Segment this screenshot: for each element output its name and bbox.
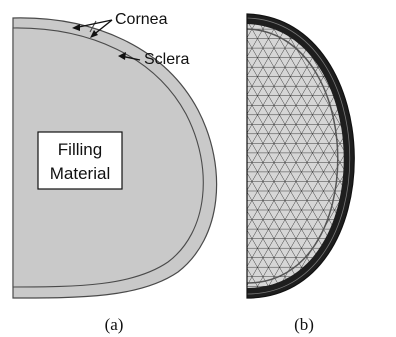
panel-a: Cornea Sclera Filling Material (a) — [12, 11, 218, 334]
sclera-label: Sclera — [144, 51, 189, 68]
sclera-arrowhead — [118, 52, 126, 60]
filling-material-box — [37, 131, 123, 190]
cornea-sclera-junction — [89, 20, 97, 33]
mesh-band-inner-ring — [246, 28, 339, 284]
caption-b: (b) — [294, 315, 314, 334]
mesh-triangle-grid — [247, 14, 355, 298]
filling-label-line1: Filling — [58, 140, 102, 159]
panel-b: (b) — [246, 13, 355, 334]
mesh-outline — [246, 13, 355, 299]
mesh-lines — [247, 14, 355, 298]
cornea-arrowhead-1 — [72, 24, 80, 31]
mesh-domain — [247, 14, 355, 298]
filling-label-line2: Material — [50, 164, 110, 183]
cornea-label: Cornea — [115, 11, 168, 28]
caption-a: (a) — [105, 315, 124, 334]
cornea-arrowhead-2 — [90, 30, 98, 38]
